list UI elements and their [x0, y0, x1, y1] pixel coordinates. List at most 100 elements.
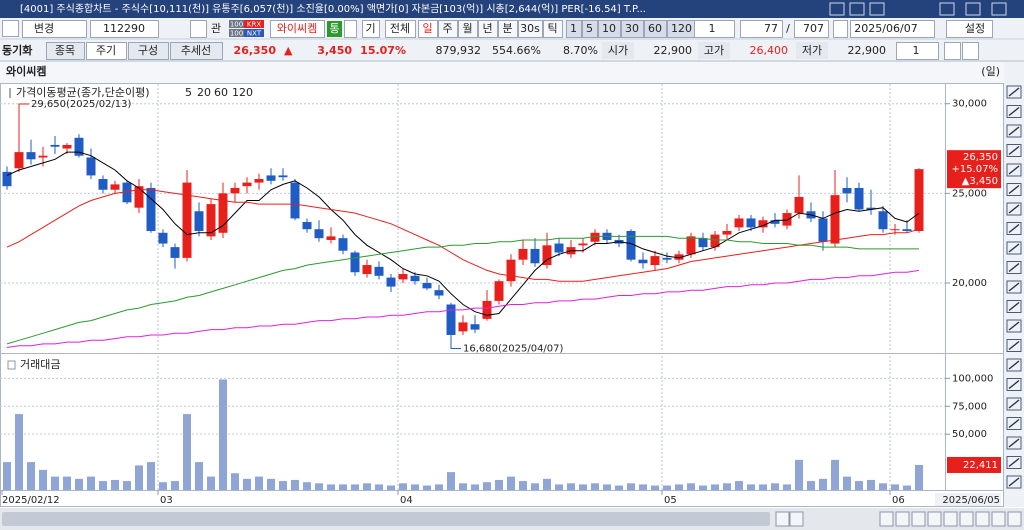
scroll-button[interactable] — [775, 511, 790, 527]
volume-bar — [855, 481, 863, 490]
window-button[interactable] — [939, 2, 955, 16]
tool-icon-glyph[interactable] — [1008, 204, 1020, 214]
volume-bar — [375, 484, 383, 490]
search-button[interactable] — [833, 20, 848, 38]
tool-icon-glyph[interactable] — [1008, 321, 1020, 331]
tab[interactable] — [128, 42, 169, 60]
tool-icon[interactable] — [1006, 397, 1022, 411]
scrollbar-thumb[interactable] — [2, 512, 770, 526]
scroll-button[interactable] — [959, 511, 974, 527]
tool-icon[interactable] — [1006, 105, 1022, 118]
total-input[interactable] — [794, 20, 829, 38]
search-button[interactable] — [190, 20, 207, 38]
minute-button[interactable] — [644, 20, 667, 38]
period-button[interactable] — [518, 20, 543, 38]
tool-icon-glyph[interactable] — [1008, 282, 1020, 292]
tool-icon-glyph[interactable] — [1008, 262, 1020, 273]
scroll-button[interactable] — [789, 511, 804, 527]
dropdown-arrow[interactable] — [344, 20, 357, 38]
tool-icon-glyph[interactable] — [1008, 243, 1020, 253]
tool-icon[interactable] — [1006, 222, 1022, 235]
scroll-button[interactable] — [1007, 511, 1022, 527]
tab[interactable] — [170, 42, 223, 60]
tool-icon[interactable] — [1006, 319, 1022, 333]
tool-icon[interactable] — [1006, 241, 1022, 255]
tool-icon[interactable] — [1006, 202, 1022, 216]
tool-icon[interactable] — [1006, 358, 1022, 372]
settings-button[interactable] — [946, 20, 993, 38]
volume-bar — [75, 478, 83, 490]
tool-icon-glyph[interactable] — [1008, 126, 1020, 136]
minute-button[interactable] — [566, 20, 582, 38]
period-button[interactable] — [438, 20, 458, 38]
tool-icon-glyph[interactable] — [1008, 106, 1020, 117]
button[interactable] — [362, 20, 380, 38]
tab[interactable] — [46, 42, 85, 60]
period-button[interactable] — [498, 20, 518, 38]
tool-icon-glyph[interactable] — [1008, 457, 1020, 468]
tab[interactable] — [86, 42, 127, 60]
tool-icon-glyph[interactable] — [1008, 340, 1020, 351]
date-input[interactable] — [850, 20, 935, 38]
swap-button[interactable] — [962, 42, 979, 60]
tool-icon-glyph[interactable] — [1008, 145, 1020, 156]
period-button[interactable] — [543, 20, 563, 38]
tool-icon-glyph[interactable] — [1008, 87, 1020, 97]
minute-button[interactable] — [598, 20, 621, 38]
minute-button[interactable] — [621, 20, 644, 38]
window-button[interactable] — [869, 2, 885, 16]
count-input[interactable] — [740, 20, 783, 38]
tool-icon-glyph[interactable] — [1008, 301, 1020, 312]
tool-icon-glyph[interactable] — [1008, 379, 1020, 390]
tool-icon[interactable] — [1006, 124, 1022, 138]
scroll-button[interactable] — [975, 511, 990, 527]
scroll-button[interactable] — [943, 511, 958, 527]
volume-bar — [255, 476, 263, 490]
period-button[interactable] — [478, 20, 498, 38]
tool-icon-glyph[interactable] — [1008, 438, 1020, 448]
tool-icon[interactable] — [1006, 144, 1022, 157]
window-button[interactable] — [829, 2, 845, 16]
tool-icon[interactable] — [1006, 280, 1022, 294]
tong-box[interactable] — [327, 21, 342, 37]
tool-icon[interactable] — [1006, 378, 1022, 391]
dropdown[interactable] — [694, 20, 735, 38]
tool-icon-glyph[interactable] — [1008, 418, 1020, 429]
tool-icon[interactable] — [1006, 339, 1022, 352]
tool-icon-glyph[interactable] — [1008, 223, 1020, 234]
tool-icon[interactable] — [1006, 456, 1022, 469]
scroll-button[interactable] — [895, 511, 910, 527]
code-input[interactable] — [90, 20, 159, 38]
tool-icon[interactable] — [1006, 417, 1022, 430]
period-button[interactable] — [418, 20, 438, 38]
tool-icon[interactable] — [1006, 436, 1022, 450]
tool-icon[interactable] — [1006, 163, 1022, 177]
tool-icon[interactable] — [1006, 85, 1022, 99]
tool-icon-glyph[interactable] — [1008, 360, 1020, 370]
window-button[interactable] — [991, 2, 1007, 16]
ma-line — [6, 269, 920, 348]
button[interactable] — [385, 20, 416, 38]
period-button[interactable] — [458, 20, 478, 38]
candle-body — [146, 187, 156, 231]
tool-icon[interactable] — [1006, 300, 1022, 313]
layout-dropdown[interactable] — [896, 42, 939, 60]
scroll-button[interactable] — [911, 511, 926, 527]
window-button[interactable] — [965, 2, 981, 16]
window-button[interactable] — [849, 2, 865, 16]
nav-button[interactable] — [2, 20, 19, 37]
scroll-button[interactable] — [991, 511, 1006, 527]
tool-icon[interactable] — [1006, 261, 1022, 274]
tool-icon-glyph[interactable] — [1008, 477, 1020, 487]
dropdown[interactable] — [22, 20, 87, 38]
tool-icon-glyph[interactable] — [1008, 165, 1020, 175]
tool-icon[interactable] — [1006, 475, 1022, 489]
add-button[interactable] — [944, 42, 961, 60]
tool-icon[interactable] — [1006, 183, 1022, 196]
tool-icon-glyph[interactable] — [1008, 399, 1020, 409]
volume-bar — [159, 482, 167, 490]
scroll-button[interactable] — [879, 511, 894, 527]
scroll-button[interactable] — [927, 511, 942, 527]
minute-button[interactable] — [582, 20, 598, 38]
tool-icon-glyph[interactable] — [1008, 184, 1020, 195]
